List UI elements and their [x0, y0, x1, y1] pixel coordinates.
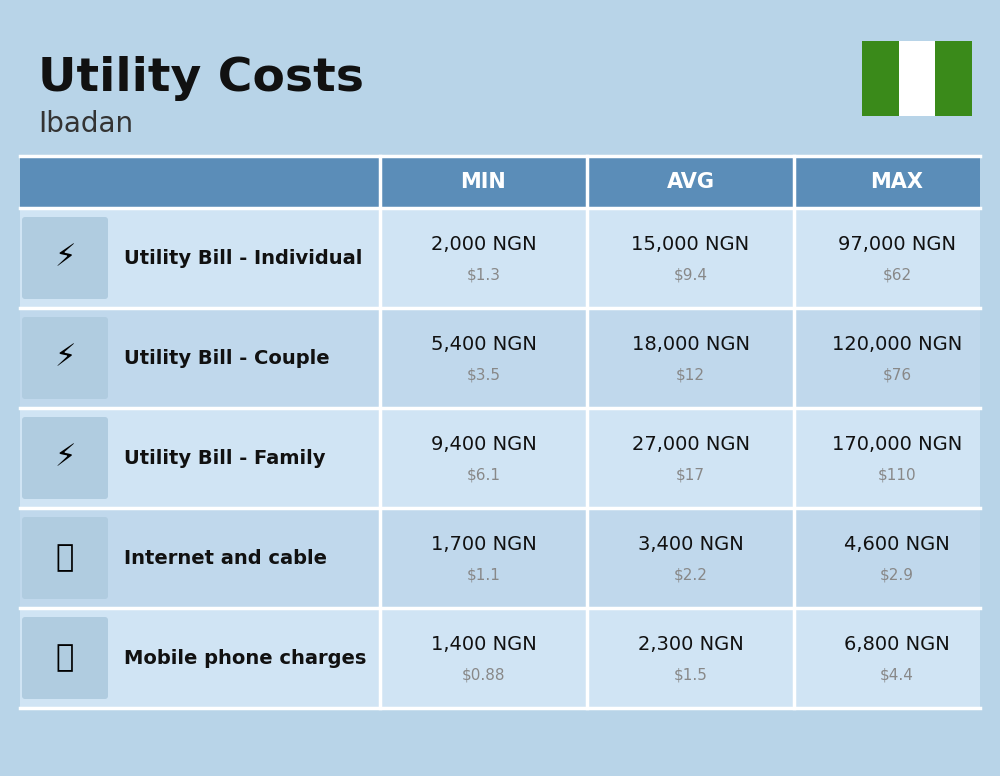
Text: 1,700 NGN: 1,700 NGN	[431, 535, 536, 555]
Text: 97,000 NGN: 97,000 NGN	[838, 235, 956, 255]
FancyBboxPatch shape	[935, 41, 972, 116]
FancyBboxPatch shape	[22, 317, 108, 399]
Text: 15,000 NGN: 15,000 NGN	[631, 235, 750, 255]
FancyBboxPatch shape	[20, 508, 980, 608]
FancyBboxPatch shape	[22, 617, 108, 699]
Text: Utility Bill - Family: Utility Bill - Family	[124, 449, 326, 467]
Text: $110: $110	[878, 467, 916, 483]
Text: $12: $12	[676, 368, 705, 383]
Text: ⚡: ⚡	[54, 344, 76, 372]
Text: 2,300 NGN: 2,300 NGN	[638, 636, 743, 654]
Text: $1.3: $1.3	[466, 268, 501, 282]
Text: 2,000 NGN: 2,000 NGN	[431, 235, 536, 255]
Text: $3.5: $3.5	[466, 368, 501, 383]
Text: 9,400 NGN: 9,400 NGN	[431, 435, 536, 455]
FancyBboxPatch shape	[20, 208, 980, 308]
Text: MIN: MIN	[461, 172, 506, 192]
Text: $6.1: $6.1	[466, 467, 501, 483]
Text: 170,000 NGN: 170,000 NGN	[832, 435, 962, 455]
Text: 5,400 NGN: 5,400 NGN	[431, 335, 536, 355]
Text: 18,000 NGN: 18,000 NGN	[632, 335, 750, 355]
FancyBboxPatch shape	[20, 308, 980, 408]
Text: 1,400 NGN: 1,400 NGN	[431, 636, 536, 654]
Text: Utility Bill - Individual: Utility Bill - Individual	[124, 248, 362, 268]
Text: $2.9: $2.9	[880, 567, 914, 583]
Text: ⚡: ⚡	[54, 244, 76, 272]
Text: 27,000 NGN: 27,000 NGN	[632, 435, 750, 455]
FancyBboxPatch shape	[20, 408, 980, 508]
Text: 📡: 📡	[56, 543, 74, 573]
FancyBboxPatch shape	[862, 41, 972, 116]
FancyBboxPatch shape	[862, 41, 899, 116]
Text: 4,600 NGN: 4,600 NGN	[844, 535, 950, 555]
Text: Internet and cable: Internet and cable	[124, 549, 327, 567]
Text: 120,000 NGN: 120,000 NGN	[832, 335, 962, 355]
Text: $4.4: $4.4	[880, 667, 914, 683]
Text: Mobile phone charges: Mobile phone charges	[124, 649, 366, 667]
Text: 6,800 NGN: 6,800 NGN	[844, 636, 950, 654]
Text: $0.88: $0.88	[462, 667, 505, 683]
FancyBboxPatch shape	[22, 217, 108, 299]
FancyBboxPatch shape	[20, 156, 980, 208]
FancyBboxPatch shape	[22, 517, 108, 599]
Text: 3,400 NGN: 3,400 NGN	[638, 535, 743, 555]
FancyBboxPatch shape	[22, 417, 108, 499]
Text: $2.2: $2.2	[674, 567, 707, 583]
Text: $1.5: $1.5	[674, 667, 707, 683]
Text: $17: $17	[676, 467, 705, 483]
Text: $1.1: $1.1	[467, 567, 500, 583]
Text: Utility Bill - Couple: Utility Bill - Couple	[124, 348, 330, 368]
Text: $9.4: $9.4	[674, 268, 708, 282]
Text: 📱: 📱	[56, 643, 74, 673]
Text: MAX: MAX	[870, 172, 924, 192]
Text: AVG: AVG	[666, 172, 714, 192]
Text: $62: $62	[882, 268, 912, 282]
Text: ⚡: ⚡	[54, 444, 76, 473]
Text: $76: $76	[882, 368, 912, 383]
FancyBboxPatch shape	[20, 608, 980, 708]
Text: Ibadan: Ibadan	[38, 110, 133, 138]
Text: Utility Costs: Utility Costs	[38, 56, 364, 101]
